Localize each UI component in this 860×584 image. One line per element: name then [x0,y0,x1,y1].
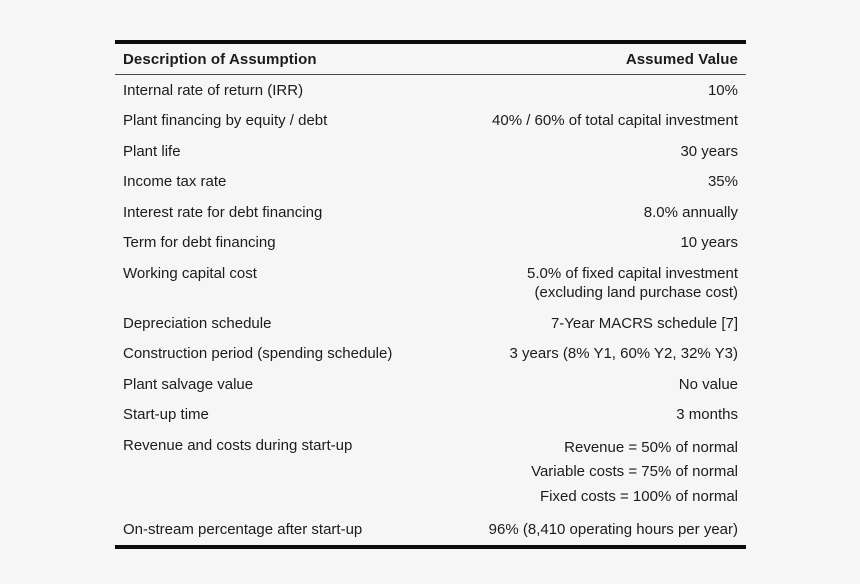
table-row: Revenue and costs during start-up Revenue… [115,430,746,515]
row-value: 10% [708,81,738,101]
row-value-line: Variable costs = 75% of normal [531,463,738,480]
column-header-description: Description of Assumption [123,50,317,68]
row-value-line: 7-Year MACRS schedule [7] [550,314,738,332]
row-description: Depreciation schedule [123,314,272,332]
row-description: Interest rate for debt financing [123,203,323,221]
row-description: Plant life [123,142,181,160]
row-description: On-stream percentage after start-up [123,521,363,538]
row-description: Income tax rate [123,173,227,190]
table-top-rule [115,40,746,44]
table-row: Depreciation schedule 7-Year MACRS schedu… [115,308,746,339]
table-row: Start-up time 3 months [115,400,746,431]
row-value-line: 3 months [676,406,738,423]
table-header-row: Description of Assumption Assumed Value [115,44,746,75]
row-description: Plant salvage value [123,375,254,393]
row-value-line: No value [678,375,738,393]
row-value-line: 35% [707,173,738,190]
table-row: Plant salvage value No value [115,369,746,400]
row-value-line: 40% / 60% of total capital investment [492,112,738,129]
table-row: Plant financing by equity / debt 40% / 60… [115,106,746,137]
row-value: 30 years [680,142,738,162]
row-value: 40% / 60% of total capital investment [492,111,738,131]
row-value-line: Fixed costs = 100% of normal [539,487,738,505]
row-description: Working capital cost [123,264,257,282]
row-description: Construction period (spending schedule) [123,345,393,362]
row-value-line: 10% [707,81,738,99]
table-row: Interest rate for debt financing 8.0% ann… [115,197,746,228]
row-description: Internal rate of return (IRR) [123,81,304,99]
row-value-line: 10 years [680,234,738,251]
row-value: 7-Year MACRS schedule [7] [551,314,738,334]
row-value: 96% (8,410 operating hours per year) [489,520,738,540]
row-value: 3 years (8% Y1, 60% Y2, 32% Y3) [510,344,738,364]
column-header-assumed-value: Assumed Value [625,50,738,68]
row-value-line: (excluding land purchase cost) [534,284,738,301]
row-value: No value [679,375,738,395]
row-value-line: 30 years [680,142,738,160]
row-description: Term for debt financing [123,234,276,251]
row-value-line: Revenue = 50% of normal [564,438,738,456]
row-value: 3 months [676,405,738,425]
row-value: 10 years [680,233,738,253]
table-row: Construction period (spending schedule) 3… [115,339,746,370]
row-description: Plant financing by equity / debt [123,112,328,129]
row-description: Start-up time [123,406,209,423]
row-value-line: 96% (8,410 operating hours per year) [488,521,738,538]
row-value: 8.0% annually [644,203,738,223]
table-row: Term for debt financing 10 years [115,228,746,259]
row-value: 35% [708,172,738,192]
table-row: Income tax rate 35% [115,167,746,198]
table-row: On-stream percentage after start-up 96% (… [115,515,746,546]
row-value-line: 8.0% annually [643,203,738,221]
assumptions-table: Description of Assumption Assumed Value … [115,40,746,549]
table-row: Plant life 30 years [115,136,746,167]
table-body: Internal rate of return (IRR) 10% Plant fi… [115,75,746,545]
table-bottom-rule [115,545,746,549]
table-row: Internal rate of return (IRR) 10% [115,75,746,106]
row-value: Revenue = 50% of normal Variable costs = … [531,436,738,510]
row-value-line: 3 years (8% Y1, 60% Y2, 32% Y3) [509,345,738,362]
row-description: Revenue and costs during start-up [123,436,353,454]
row-value: 5.0% of fixed capital investment (excludi… [527,264,738,303]
row-value-line: 5.0% of fixed capital investment [527,264,738,282]
table-row: Working capital cost 5.0% of fixed capita… [115,258,746,308]
